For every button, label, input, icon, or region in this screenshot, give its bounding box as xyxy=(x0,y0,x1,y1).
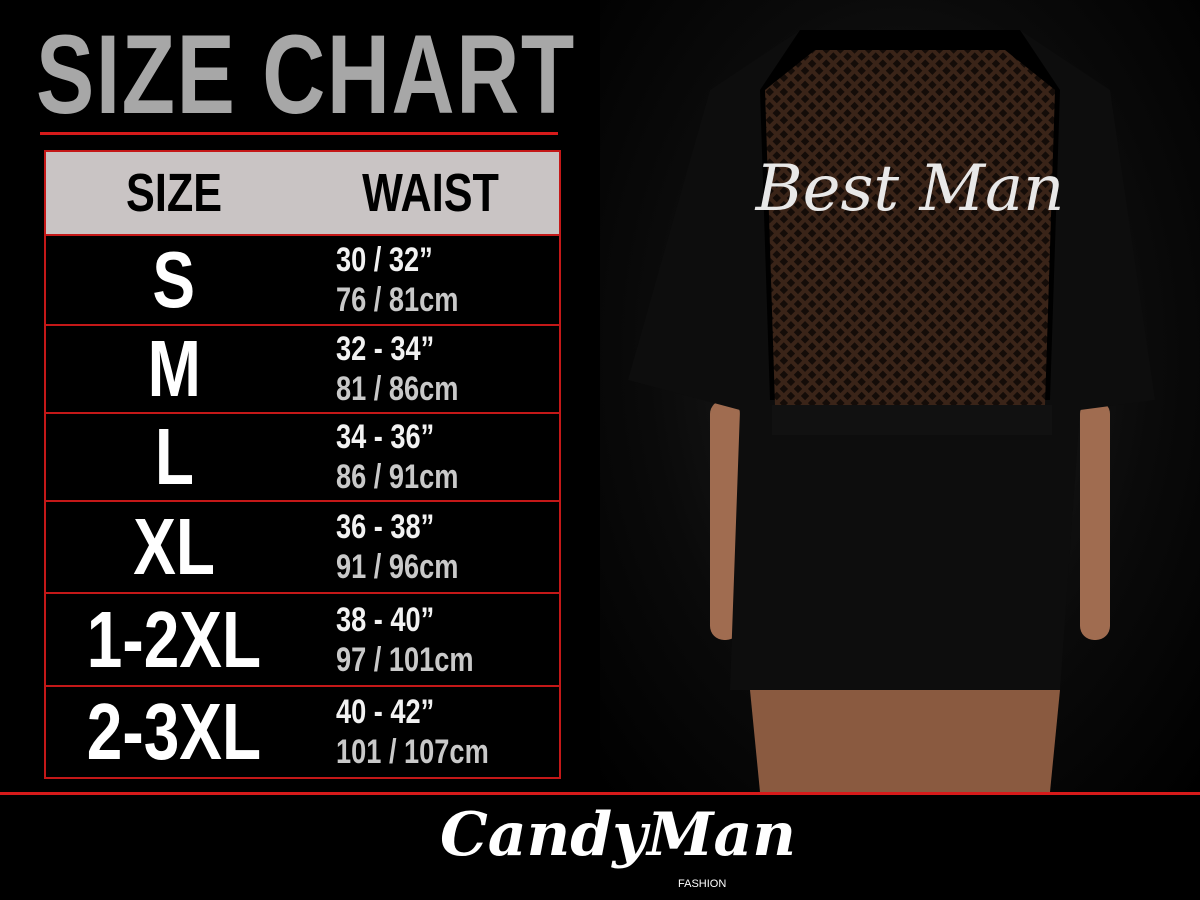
mesh-back-panel xyxy=(765,50,1055,405)
table-row: L 34 - 36” 86 / 91cm xyxy=(46,412,559,502)
title-divider xyxy=(40,132,558,135)
waist-inches: 34 - 36” xyxy=(336,418,435,456)
page-title: SIZE CHART xyxy=(36,12,576,137)
footer-divider xyxy=(0,792,1200,795)
size-table: SIZE WAIST S 30 / 32” 76 / 81cm M 32 - 3… xyxy=(44,150,561,779)
size-label: S xyxy=(152,235,196,324)
waist-value: 30 / 32” 76 / 81cm xyxy=(302,236,559,324)
size-label: 2-3XL xyxy=(86,687,262,776)
brand-name: CandyMan xyxy=(440,800,796,870)
waist-value: 32 - 34” 81 / 86cm xyxy=(302,326,559,412)
waist-value: 36 - 38” 91 / 96cm xyxy=(302,502,559,592)
table-row: 2-3XL 40 - 42” 101 / 107cm xyxy=(46,687,559,777)
waist-inches: 40 - 42” xyxy=(336,693,435,731)
table-row: 1-2XL 38 - 40” 97 / 101cm xyxy=(46,594,559,687)
table-row: XL 36 - 38” 91 / 96cm xyxy=(46,502,559,594)
waist-cm: 76 / 81cm xyxy=(336,281,459,319)
waist-cm: 86 / 91cm xyxy=(336,458,459,496)
waist-cm: 81 / 86cm xyxy=(336,370,459,408)
waist-cm: 97 / 101cm xyxy=(336,640,474,679)
header-size: SIZE xyxy=(125,163,223,223)
product-photo: Best Man xyxy=(600,0,1200,792)
header-waist: WAIST xyxy=(362,163,499,223)
waist-value: 34 - 36” 86 / 91cm xyxy=(302,414,559,500)
waist-value: 38 - 40” 97 / 101cm xyxy=(302,594,559,685)
table-header: SIZE WAIST xyxy=(46,152,559,236)
waist-cm: 91 / 96cm xyxy=(336,548,459,586)
waist-value: 40 - 42” 101 / 107cm xyxy=(302,687,559,777)
left-arm xyxy=(710,400,740,640)
size-label: XL xyxy=(133,502,215,591)
garment-print-text: Best Man xyxy=(755,152,1065,226)
waist-inches: 36 - 38” xyxy=(336,508,435,546)
brand-logo: CandyMan FASHION xyxy=(440,800,796,896)
size-label: 1-2XL xyxy=(86,594,262,684)
waist-cm: 101 / 107cm xyxy=(336,733,489,771)
table-row: M 32 - 34” 81 / 86cm xyxy=(46,324,559,414)
size-label: M xyxy=(147,324,201,413)
model-illustration: Best Man xyxy=(628,30,1155,792)
right-arm xyxy=(1080,400,1110,640)
waist-inches: 38 - 40” xyxy=(336,600,435,639)
belt xyxy=(772,405,1052,435)
waist-inches: 32 - 34” xyxy=(336,330,435,368)
size-label: L xyxy=(154,412,194,501)
waist-inches: 30 / 32” xyxy=(336,241,433,279)
brand-sub: FASHION xyxy=(678,878,727,890)
table-row: S 30 / 32” 76 / 81cm xyxy=(46,235,559,326)
legs xyxy=(750,690,1060,792)
